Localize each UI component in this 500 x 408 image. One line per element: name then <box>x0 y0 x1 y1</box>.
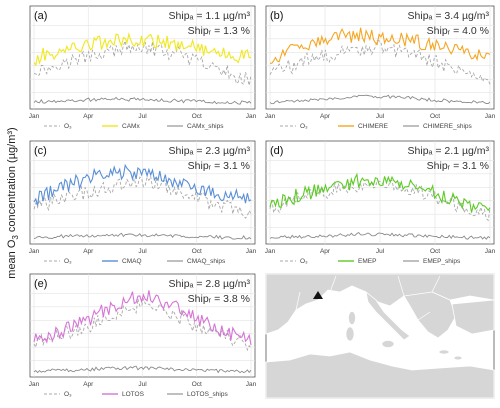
ships-line <box>269 232 491 240</box>
x-tick-label: Jan <box>265 248 276 255</box>
ship-absolute-annotation: Shipₐ = 2.1 µg/m³ <box>408 145 490 157</box>
x-tick-label: Jan <box>485 113 496 120</box>
x-tick-label: Jan <box>246 113 257 120</box>
x-tick-label: Jul <box>376 248 385 255</box>
legend-label: O₃ <box>300 123 308 130</box>
ships-line <box>269 94 491 105</box>
map-border <box>397 275 405 297</box>
ship-relative-annotation: Shipᵣ = 3.8 % <box>188 293 250 305</box>
x-tick-label: Jan <box>29 248 40 255</box>
panel-label: (b) <box>270 10 283 22</box>
ship-absolute-annotation: Shipₐ = 2.3 µg/m³ <box>169 145 251 157</box>
map-border <box>417 311 431 321</box>
x-tick-label: Jan <box>265 113 276 120</box>
x-tick-label: Jul <box>376 113 385 120</box>
map-island <box>438 349 450 355</box>
ship-relative-annotation: Shipᵣ = 4.0 % <box>427 25 489 37</box>
observed-o3-line <box>269 179 491 222</box>
ships-line <box>33 365 252 374</box>
ship-relative-annotation: Shipᵣ = 3.1 % <box>188 160 250 172</box>
x-tick-label: Oct <box>192 248 202 255</box>
observed-o3-line <box>269 39 491 85</box>
legend-label: CAMx <box>122 123 140 130</box>
ships-line <box>33 96 252 105</box>
panel-label: (a) <box>34 10 47 22</box>
map-landmass <box>365 291 411 341</box>
x-tick-label: Apr <box>320 113 331 120</box>
triangle-station-marker-icon <box>313 291 323 299</box>
legend-label: EMEP <box>358 258 376 265</box>
x-tick-label: Jan <box>29 381 40 388</box>
chart-panel-d: (d) Shipₐ = 2.1 µg/m³ Shipᵣ = 3.1 % Jan Apr J… <box>265 140 496 265</box>
model-line <box>33 163 252 206</box>
model-line <box>33 290 252 346</box>
x-tick-label: Oct <box>192 381 202 388</box>
map-island <box>381 340 395 348</box>
ship-absolute-annotation: Shipₐ = 2.8 µg/m³ <box>169 278 251 290</box>
x-tick-label: Oct <box>192 113 202 120</box>
panel-label: (c) <box>34 145 47 157</box>
x-tick-label: Oct <box>430 248 440 255</box>
model-line <box>269 172 491 213</box>
panel-label: (e) <box>34 278 47 290</box>
map-border <box>431 275 441 293</box>
legend-label: EMEP_ships <box>423 258 461 265</box>
location-map <box>265 273 495 399</box>
legend-label: O₃ <box>64 391 72 398</box>
x-tick-label: Jan <box>246 248 257 255</box>
map-landmass <box>451 299 495 335</box>
x-tick-label: Apr <box>320 248 331 255</box>
x-tick-label: Jul <box>138 381 147 388</box>
x-tick-label: Jan <box>246 381 257 388</box>
map-border <box>329 275 337 293</box>
x-tick-label: Apr <box>83 381 94 388</box>
map-border <box>295 291 301 311</box>
chart-panel-a: (a) Shipₐ = 1.1 µg/m³ Shipᵣ = 1.3 % Jan Apr J… <box>29 5 257 130</box>
model-line <box>33 32 252 67</box>
observed-o3-line <box>33 297 252 352</box>
legend-label: CHIMERE_ships <box>423 123 473 130</box>
legend-label: LOTOS <box>122 391 145 398</box>
chart-panel-c: (c) Shipₐ = 2.3 µg/m³ Shipᵣ = 3.1 % Jan Apr J… <box>29 140 257 265</box>
map-landmass <box>265 351 495 399</box>
legend-label: CAMx_ships <box>187 123 224 130</box>
observed-o3-line <box>33 175 252 219</box>
legend-label: O₃ <box>64 258 72 265</box>
chart-panel-b: (b) Shipₐ = 3.4 µg/m³ Shipᵣ = 4.0 % Jan Apr J… <box>265 5 496 130</box>
legend-label: LOTOS_ships <box>187 391 228 398</box>
map-landmass <box>403 291 457 339</box>
map-island <box>453 355 463 361</box>
chart-panel-e: (e) Shipₐ = 2.8 µg/m³ Shipᵣ = 3.8 % Jan Apr J… <box>29 273 257 398</box>
ship-relative-annotation: Shipᵣ = 1.3 % <box>188 25 250 37</box>
x-tick-label: Oct <box>430 113 440 120</box>
x-tick-label: Jul <box>138 113 147 120</box>
legend-label: CHIMERE <box>358 123 389 130</box>
chart-panels: (a) Shipₐ = 1.1 µg/m³ Shipᵣ = 1.3 % Jan Apr J… <box>29 5 496 398</box>
x-tick-label: Jan <box>485 248 496 255</box>
x-tick-label: Jul <box>138 248 147 255</box>
x-tick-label: Apr <box>83 113 94 120</box>
model-line <box>269 27 491 64</box>
ship-absolute-annotation: Shipₐ = 3.4 µg/m³ <box>408 10 490 22</box>
ship-relative-annotation: Shipᵣ = 3.1 % <box>427 160 489 172</box>
x-tick-label: Jan <box>29 113 40 120</box>
ship-absolute-annotation: Shipₐ = 1.1 µg/m³ <box>169 10 251 22</box>
legend-label: CMAQ_ships <box>187 258 226 265</box>
map-island <box>348 311 356 325</box>
legend-label: O₃ <box>64 123 72 130</box>
x-tick-label: Apr <box>83 248 94 255</box>
legend-label: CMAQ <box>122 258 142 265</box>
ships-line <box>33 232 252 240</box>
map-island <box>345 326 355 342</box>
panel-label: (d) <box>270 145 283 157</box>
legend-label: O₃ <box>300 258 308 265</box>
observed-o3-line <box>33 39 252 86</box>
